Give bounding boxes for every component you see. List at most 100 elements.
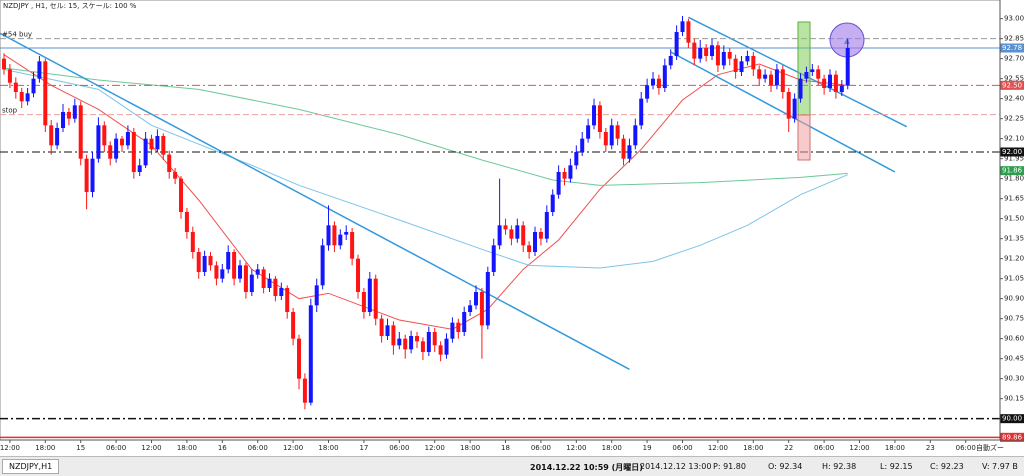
candle-body — [291, 312, 296, 339]
level-tag-label: 92.78 — [1002, 44, 1022, 52]
candle-body — [367, 278, 372, 312]
candle-body — [267, 278, 272, 288]
x-tick-label: 12:00 — [0, 444, 20, 452]
y-tick-label: 90.60 — [1004, 335, 1024, 343]
candle-body — [249, 274, 254, 292]
candle-body — [373, 278, 378, 319]
y-tick-label: 90.15 — [1004, 395, 1024, 403]
status-item: H: 92.38 — [822, 462, 857, 471]
candle-body — [125, 132, 130, 146]
candle-body — [338, 234, 343, 246]
candle-body — [692, 42, 697, 59]
x-tick-label: 06:00 — [531, 444, 551, 452]
candle-body — [403, 338, 408, 350]
x-tick-label: 22 — [784, 444, 793, 452]
status-item: C: 92.23 — [930, 462, 964, 471]
y-tick-label: 90.45 — [1004, 355, 1024, 363]
candle-body — [308, 305, 313, 403]
candle-body — [515, 225, 520, 239]
scroll-button[interactable]: 自動ズー — [976, 443, 1004, 452]
candle-body — [615, 125, 620, 139]
candle-body — [444, 338, 449, 355]
candle-body — [114, 138, 119, 159]
candle-body — [580, 138, 585, 152]
candle-body — [37, 61, 42, 79]
candle-body — [90, 158, 95, 192]
candle-body — [680, 21, 685, 32]
candle-body — [143, 138, 148, 166]
candle-body — [544, 212, 549, 239]
level-name: stop — [2, 107, 18, 115]
candle-body — [102, 125, 107, 146]
candle-body — [78, 105, 83, 159]
status-item: 2014.12.22 10:59 (月曜日) — [530, 463, 643, 472]
candle-body — [538, 232, 543, 239]
candle-body — [397, 338, 402, 346]
y-tick-label: 93.00 — [1004, 15, 1024, 23]
candle-body — [7, 69, 12, 83]
level-tag-label: 90.00 — [1002, 415, 1022, 423]
candle-body — [780, 69, 785, 92]
candle-body — [173, 172, 178, 179]
candle-body — [149, 138, 154, 150]
x-tick-label: 12:00 — [425, 444, 445, 452]
candle-body — [739, 61, 744, 72]
status-item: 2014.12.12 13:00 — [640, 462, 712, 471]
candle-body — [297, 338, 302, 379]
y-tick-label: 91.65 — [1004, 195, 1024, 203]
candle-body — [804, 72, 809, 79]
candle-body — [733, 58, 738, 72]
chart: #54 buy stop 93.00 92.85 92.70 92.55 92.40 92.… — [0, 0, 1024, 452]
x-tick-label: 06:00 — [389, 444, 409, 452]
y-tick-label: 91.05 — [1004, 275, 1024, 283]
candle-body — [320, 245, 325, 286]
candle-body — [633, 125, 638, 146]
candle-body — [108, 145, 113, 159]
candle-body — [84, 158, 89, 192]
candle-body — [2, 58, 7, 70]
level-tag — [1000, 147, 1024, 157]
candle-body — [13, 82, 18, 92]
candle-body — [243, 265, 248, 292]
candle-body — [568, 165, 573, 179]
x-tick-label: 06:00 — [956, 444, 976, 452]
x-tick-label: 12:00 — [849, 444, 869, 452]
level-tag — [1000, 432, 1024, 442]
x-tick-label: 16 — [218, 444, 227, 452]
y-tick-label: 90.30 — [1004, 375, 1024, 383]
moving-average — [3, 68, 848, 269]
chart-tab[interactable]: NZDJPY,H1 — [2, 459, 60, 474]
candle-body — [202, 256, 207, 272]
candle-body — [409, 336, 414, 350]
y-tick-label: 90.90 — [1004, 295, 1024, 303]
x-tick-label: 18:00 — [602, 444, 622, 452]
candle-body — [651, 78, 656, 86]
candle-body — [822, 78, 827, 88]
candle-body — [609, 125, 614, 146]
x-tick-label: 17 — [359, 444, 368, 452]
candle-body — [592, 105, 597, 126]
x-tick-label: 12:00 — [283, 444, 303, 452]
arrow-icon — [844, 38, 850, 44]
candle-body — [603, 132, 608, 146]
x-tick-label: 19 — [643, 444, 652, 452]
candle-body — [839, 85, 844, 92]
candle-body — [662, 65, 667, 88]
box-green — [797, 21, 811, 116]
candle-body — [285, 288, 290, 312]
candle-body — [420, 341, 425, 352]
candle-body — [167, 154, 172, 172]
candle-body — [462, 312, 467, 332]
candle-body — [196, 252, 201, 272]
candle-body — [31, 78, 36, 94]
x-tick-label: 18 — [501, 444, 510, 452]
level-tag-label: 91.86 — [1002, 167, 1023, 175]
x-tick-label: 12:00 — [708, 444, 728, 452]
x-tick-label: 23 — [926, 444, 935, 452]
moving-average — [3, 67, 848, 186]
candle-body — [562, 172, 567, 179]
y-tick-label: 92.55 — [1004, 75, 1024, 83]
candle-body — [833, 74, 838, 92]
candle-body — [792, 98, 797, 119]
candle-body — [597, 105, 602, 132]
